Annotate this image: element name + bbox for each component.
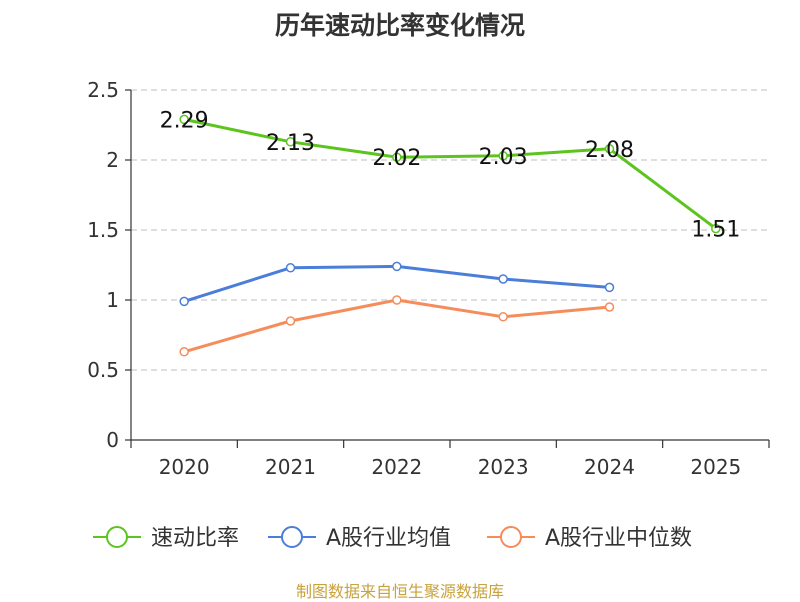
data-point <box>498 312 508 322</box>
data-point <box>604 302 615 312</box>
y-tick-label: 2 <box>106 148 119 172</box>
data-point <box>392 152 402 162</box>
data-label: 2.13 <box>266 131 315 156</box>
legend-label: A股行业均值 <box>326 526 451 551</box>
x-tick-label: 2020 <box>159 455 210 479</box>
data-point <box>285 263 296 273</box>
data-point <box>179 114 189 125</box>
data-point <box>179 347 189 357</box>
chart-title: 历年速动比率变化情况 <box>274 11 525 40</box>
legend-item[interactable]: A股行业均值 <box>268 526 451 551</box>
legend-item[interactable]: 速动比率 <box>93 526 239 551</box>
y-tick-label: 1.5 <box>87 218 119 242</box>
legend-marker <box>500 526 522 548</box>
series-line-3 <box>183 298 610 354</box>
data-point <box>604 282 615 293</box>
y-tick-label: 2.5 <box>87 78 119 102</box>
data-point <box>711 223 721 234</box>
legend-marker <box>281 526 303 548</box>
data-point <box>285 137 296 147</box>
legend-marker <box>106 526 128 548</box>
x-tick-label: 2023 <box>478 455 529 479</box>
data-point <box>392 261 402 272</box>
x-tick-label: 2022 <box>371 455 422 479</box>
data-label: 2.02 <box>372 146 421 171</box>
grid-lines <box>131 89 769 371</box>
data-point <box>604 144 615 154</box>
data-point <box>392 295 402 305</box>
legend-label: 速动比率 <box>151 526 239 551</box>
data-label: 2.03 <box>479 145 528 170</box>
data-point <box>285 316 296 326</box>
data-label: 2.29 <box>160 108 209 133</box>
data-source-note: 制图数据来自恒生聚源数据库 <box>295 582 504 601</box>
data-label: 2.08 <box>585 138 634 163</box>
data-point <box>498 151 508 161</box>
series-line-1 <box>183 117 717 230</box>
x-tick-label: 2024 <box>584 455 635 479</box>
axes: 0 0.5 1 1.5 2 2.5 2020 2021 2022 2023 2024 2025 <box>87 78 770 479</box>
y-tick-label: 1 <box>106 288 119 312</box>
x-tick-label: 2021 <box>265 455 316 479</box>
legend[interactable]: 速动比率 A股行业均值 A股行业中位数 <box>93 526 692 551</box>
legend-item[interactable]: A股行业中位数 <box>487 526 692 551</box>
y-tick-label: 0.5 <box>87 358 119 382</box>
legend-label: A股行业中位数 <box>545 526 692 551</box>
data-point <box>498 274 508 284</box>
y-tick-label: 0 <box>106 428 119 452</box>
data-label: 1.51 <box>691 218 740 243</box>
data-point <box>179 296 189 307</box>
x-tick-label: 2025 <box>690 455 741 479</box>
data-labels: 2.29 2.13 2.02 2.03 2.08 1.51 <box>160 108 741 242</box>
series-lines <box>179 114 721 357</box>
